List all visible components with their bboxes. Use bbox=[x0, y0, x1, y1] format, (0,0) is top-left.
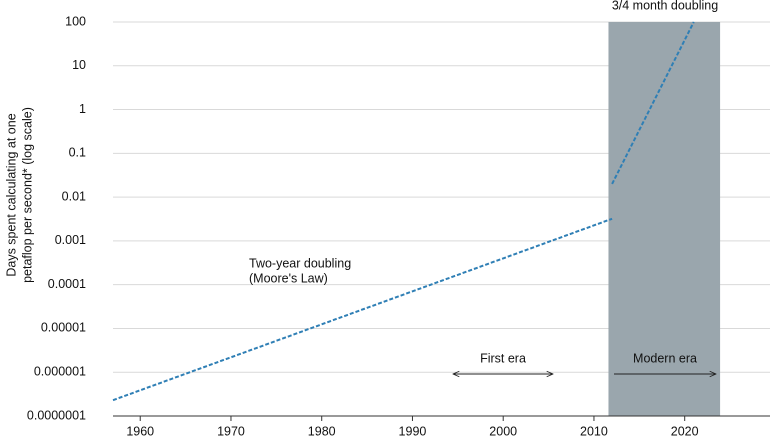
annotation: 3/4 month doubling bbox=[612, 0, 718, 12]
x-tick-label: 2000 bbox=[489, 424, 517, 438]
y-axis-label: petaflop per second* (log scale) bbox=[20, 107, 34, 283]
annotation: Two-year doubling bbox=[249, 256, 351, 270]
x-tick-label: 1980 bbox=[308, 424, 336, 438]
data-line bbox=[611, 21, 695, 185]
x-tick-label: 1970 bbox=[217, 424, 245, 438]
x-tick-label: 1990 bbox=[399, 424, 427, 438]
annotation: First era bbox=[480, 351, 526, 365]
y-tick-label: 10 bbox=[72, 58, 86, 72]
y-tick-label: 0.01 bbox=[62, 189, 86, 203]
y-tick-label: 100 bbox=[65, 14, 86, 28]
x-tick-label: 1960 bbox=[126, 424, 154, 438]
shaded-region bbox=[608, 22, 721, 416]
y-axis-label: Days spent calculating at one bbox=[4, 113, 18, 276]
x-tick-label: 2010 bbox=[580, 424, 608, 438]
annotation: (Moore's Law) bbox=[249, 271, 328, 285]
x-tick-label: 2020 bbox=[671, 424, 699, 438]
y-tick-label: 0.001 bbox=[55, 233, 86, 247]
y-tick-label: 0.000001 bbox=[34, 365, 86, 379]
y-tick-label: 0.00001 bbox=[41, 321, 86, 335]
y-tick-label: 0.0001 bbox=[48, 277, 86, 291]
y-tick-label: 0.0000001 bbox=[27, 408, 86, 422]
y-tick-label: 0.1 bbox=[69, 146, 86, 160]
y-tick-label: 1 bbox=[79, 102, 86, 116]
annotation: Modern era bbox=[633, 351, 697, 365]
data-line bbox=[112, 217, 613, 402]
